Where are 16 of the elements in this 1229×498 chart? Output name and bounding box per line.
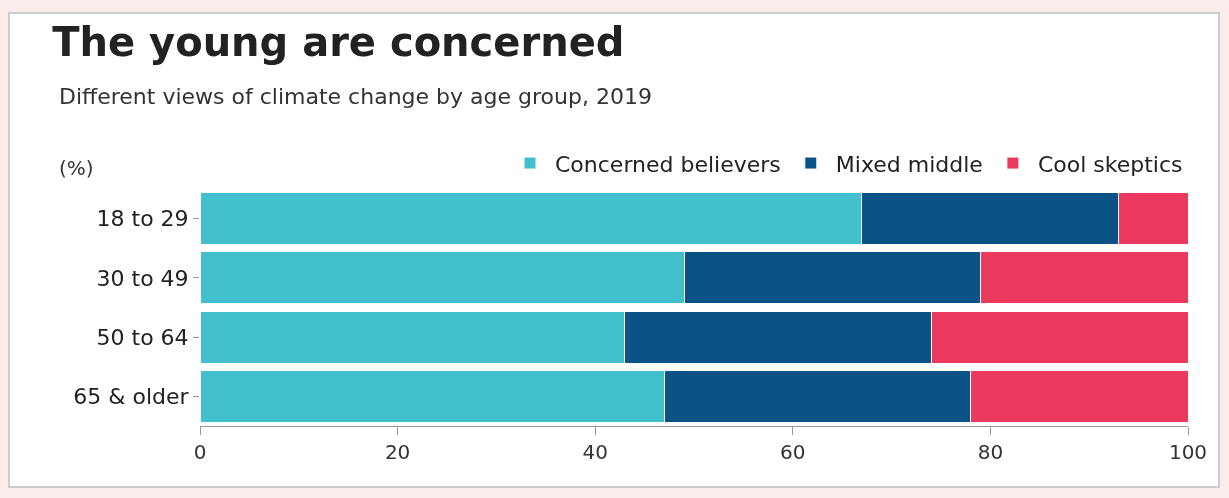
y-tick-label: 30 to 49 — [96, 265, 189, 291]
legend-label: Cool skeptics — [1037, 151, 1183, 177]
x-tick-label: 0 — [193, 440, 207, 464]
x-tick-label: 80 — [977, 440, 1004, 464]
y-tick-label: 50 to 64 — [96, 324, 189, 350]
y-tick-label: 65 & older — [73, 384, 190, 410]
x-tick-label: 100 — [1168, 440, 1208, 464]
y-axis-title: (%) — [59, 156, 94, 180]
legend-label: Mixed middle — [835, 151, 983, 177]
x-tick-label: 40 — [582, 440, 608, 464]
y-tick-label: 18 to 29 — [96, 206, 189, 232]
chart-title: The young are concerned — [52, 19, 625, 66]
x-tick-label: 60 — [780, 440, 806, 464]
legend-label: Concerned believers — [555, 151, 781, 177]
chart-subtitle: Different views of climate change by age group, 2019 — [59, 84, 652, 109]
x-tick-label: 20 — [384, 440, 411, 464]
